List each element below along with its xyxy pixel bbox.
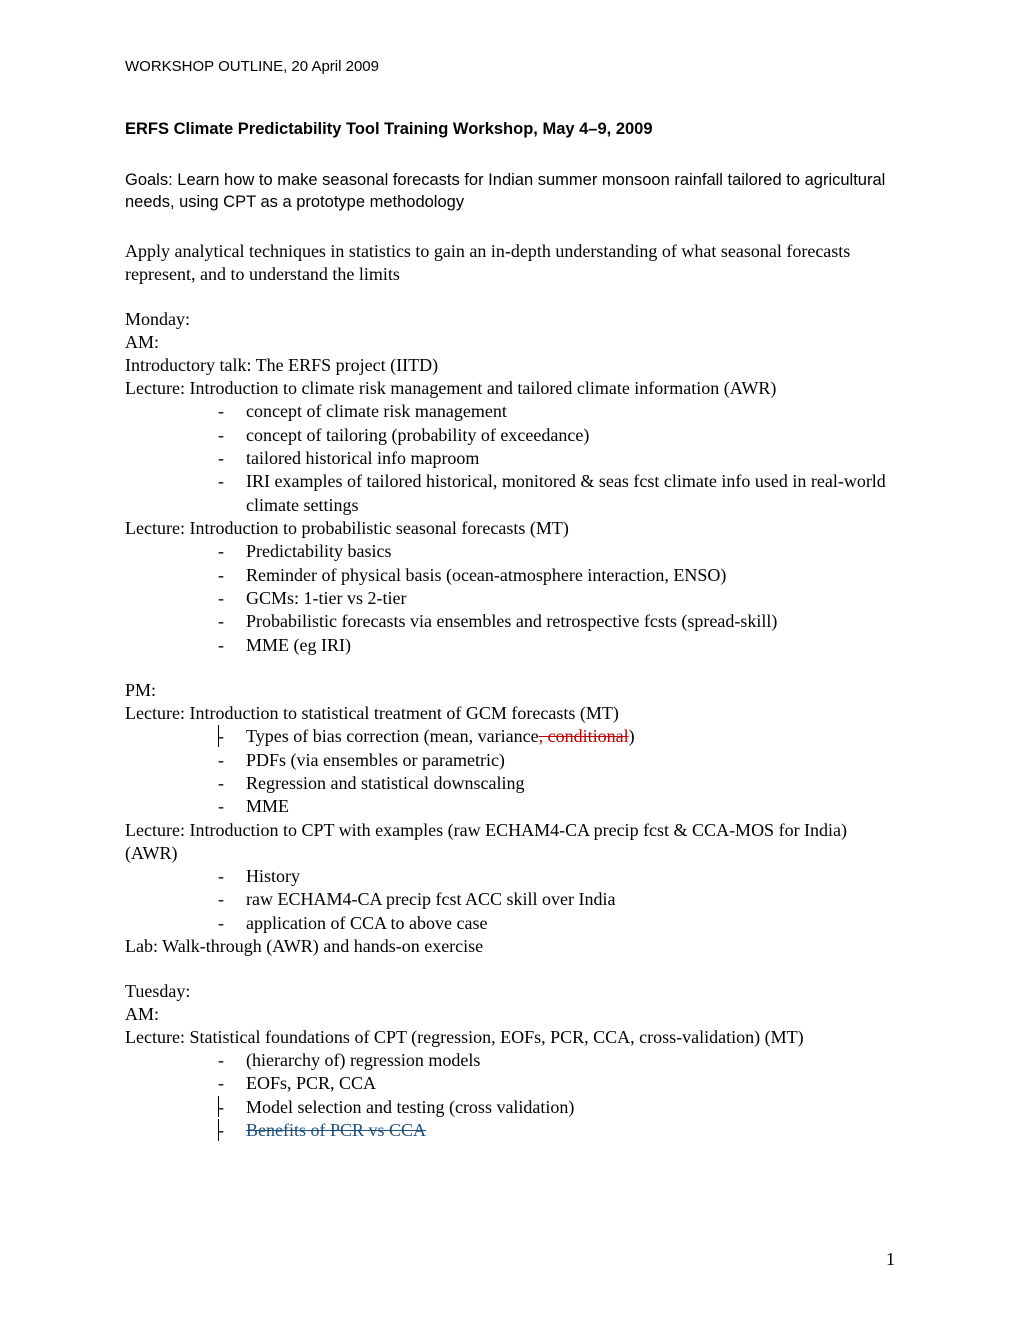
list-item: raw ECHAM4-CA precip fcst ACC skill over…	[218, 888, 895, 911]
lecture-1: Lecture: Introduction to climate risk ma…	[125, 377, 895, 400]
bias-correction-post: )	[629, 726, 635, 746]
document-title: ERFS Climate Predictability Tool Trainin…	[125, 119, 895, 140]
list-item: tailored historical info maproom	[218, 447, 895, 470]
header-line: WORKSHOP OUTLINE, 20 April 2009	[125, 58, 895, 75]
monday-pm-label: PM:	[125, 679, 895, 702]
list-item: PDFs (via ensembles or parametric)	[218, 749, 895, 772]
list-item: IRI examples of tailored historical, mon…	[218, 470, 895, 517]
lecture-3: Lecture: Introduction to statistical tre…	[125, 702, 895, 725]
list-item: MME (eg IRI)	[218, 634, 895, 657]
list-item: Regression and statistical downscaling	[218, 772, 895, 795]
tuesday-lecture-1: Lecture: Statistical foundations of CPT …	[125, 1026, 895, 1049]
monday-label: Monday:	[125, 308, 895, 331]
lecture-4: Lecture: Introduction to CPT with exampl…	[125, 819, 895, 865]
list-item: History	[218, 865, 895, 888]
lecture-2: Lecture: Introduction to probabilistic s…	[125, 517, 895, 540]
list-item: application of CCA to above case	[218, 912, 895, 935]
page-number: 1	[886, 1249, 895, 1270]
list-item: concept of climate risk management	[218, 400, 895, 423]
goals-paragraph: Goals: Learn how to make seasonal foreca…	[125, 170, 895, 214]
list-item: concept of tailoring (probability of exc…	[218, 424, 895, 447]
list-item: GCMs: 1-tier vs 2-tier	[218, 587, 895, 610]
list-item-tracked-change: Types of bias correction (mean, variance…	[218, 725, 895, 748]
strikethrough-conditional: , conditional	[539, 726, 629, 746]
lecture-3-bullets: Types of bias correction (mean, variance…	[218, 725, 895, 819]
list-item: Reminder of physical basis (ocean-atmosp…	[218, 564, 895, 587]
list-item: Predictability basics	[218, 540, 895, 563]
list-item: MME	[218, 795, 895, 818]
lecture-2-bullets: Predictability basics Reminder of physic…	[218, 540, 895, 657]
list-item-tracked-change: Benefits of PCR vs CCA	[218, 1119, 895, 1142]
list-item: (hierarchy of) regression models	[218, 1049, 895, 1072]
intro-paragraph: Apply analytical techniques in statistic…	[125, 240, 895, 286]
lecture-1-bullets: concept of climate risk management conce…	[218, 400, 895, 517]
lab-line: Lab: Walk-through (AWR) and hands-on exe…	[125, 935, 895, 958]
list-item-tracked-change: Model selection and testing (cross valid…	[218, 1096, 895, 1119]
tuesday-label: Tuesday:	[125, 980, 895, 1003]
list-item: Probabilistic forecasts via ensembles an…	[218, 610, 895, 633]
lecture-4-bullets: History raw ECHAM4-CA precip fcst ACC sk…	[218, 865, 895, 935]
tuesday-am-label: AM:	[125, 1003, 895, 1026]
intro-talk: Introductory talk: The ERFS project (IIT…	[125, 354, 895, 377]
monday-am-label: AM:	[125, 331, 895, 354]
bias-correction-pre: Types of bias correction (mean, variance	[246, 726, 539, 746]
list-item: EOFs, PCR, CCA	[218, 1072, 895, 1095]
strikethrough-benefits: Benefits of PCR vs CCA	[246, 1120, 426, 1140]
tuesday-bullets: (hierarchy of) regression models EOFs, P…	[218, 1049, 895, 1143]
